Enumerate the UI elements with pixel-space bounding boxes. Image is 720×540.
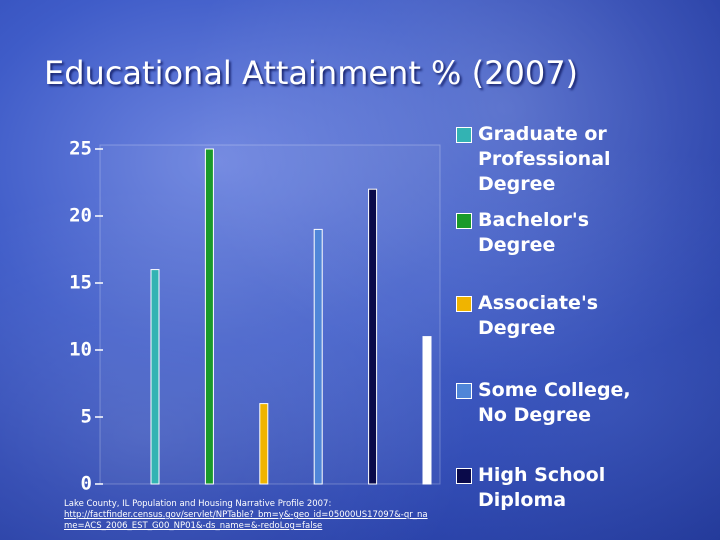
bar bbox=[368, 188, 378, 485]
y-tick-label: 25 bbox=[69, 138, 92, 160]
legend-label: High School Diploma bbox=[478, 464, 606, 511]
legend-item: Associate's Degree bbox=[456, 291, 648, 341]
legend-swatch bbox=[456, 296, 472, 312]
legend-label: Bachelor's Degree bbox=[478, 209, 590, 256]
bar bbox=[150, 269, 160, 485]
source: Lake County, IL Population and Housing N… bbox=[64, 499, 434, 532]
legend-swatch bbox=[456, 127, 472, 143]
legend-label: Associate's Degree bbox=[478, 292, 599, 339]
y-tick-label: 0 bbox=[81, 473, 92, 495]
y-tick-label: 10 bbox=[69, 339, 92, 361]
bar bbox=[313, 228, 323, 485]
source-text: Lake County, IL Population and Housing N… bbox=[64, 499, 332, 509]
y-tick-label: 5 bbox=[81, 406, 92, 428]
legend-swatch bbox=[456, 383, 472, 399]
bar bbox=[259, 403, 269, 485]
y-tick-label: 20 bbox=[69, 205, 92, 227]
legend-item: Graduate or Professional Degree bbox=[456, 122, 648, 197]
bar bbox=[422, 336, 432, 485]
source-link[interactable]: http://factfinder.census.gov/servlet/NPT… bbox=[64, 510, 428, 531]
legend-swatch bbox=[456, 213, 472, 229]
slide-title: Educational Attainment % (2007) bbox=[44, 54, 579, 92]
bar bbox=[204, 148, 214, 485]
legend-item: Some College, No Degree bbox=[456, 378, 648, 428]
legend-label: Graduate or Professional Degree bbox=[478, 123, 611, 195]
legend-swatch bbox=[456, 468, 472, 484]
legend-label: Some College, No Degree bbox=[478, 379, 631, 426]
legend-item: High School Diploma bbox=[456, 463, 648, 513]
legend-item: Bachelor's Degree bbox=[456, 208, 648, 258]
y-tick-label: 15 bbox=[69, 272, 92, 294]
